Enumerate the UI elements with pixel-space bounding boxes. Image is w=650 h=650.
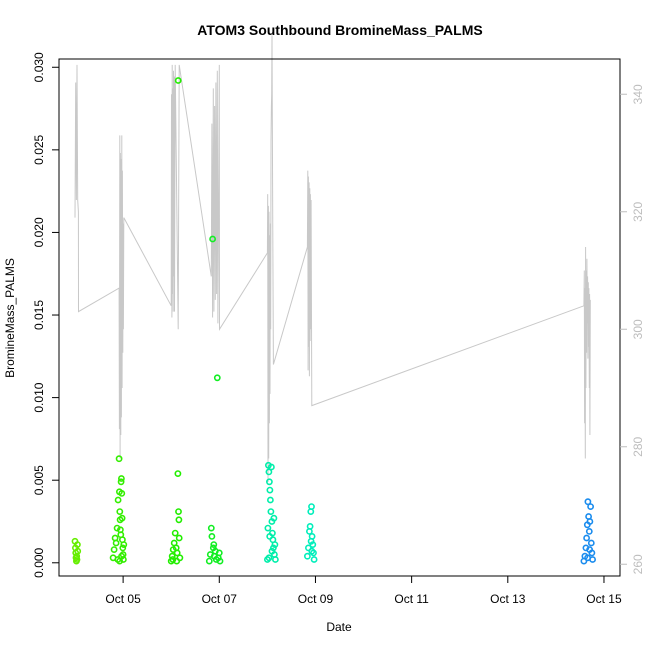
data-point [584, 498, 592, 506]
data-point [267, 508, 275, 515]
y-axis-right: 260 280 300 320 340 [620, 84, 645, 574]
data-point [175, 508, 182, 515]
data-point [110, 546, 118, 553]
data-point [271, 541, 279, 548]
data-point [271, 556, 279, 563]
data-point [117, 478, 125, 486]
data-point [307, 537, 315, 545]
data-point [586, 518, 594, 525]
data-point [585, 528, 593, 535]
data-point [266, 496, 274, 504]
y-axis-label: BromineMass_PALMS [3, 258, 17, 378]
data-point [171, 529, 179, 537]
x-axis: Oct 05 Oct 07 Oct 09 Oct 11 Oct 13 Oct 15 [105, 575, 622, 606]
y-tick-label: 0.010 [32, 382, 46, 412]
data-point [587, 539, 595, 547]
data-point [587, 503, 594, 510]
y-tick-label: 0.005 [32, 465, 46, 495]
data-point [269, 544, 277, 552]
data-point [266, 533, 274, 540]
data-point [173, 557, 181, 565]
data-point [264, 524, 272, 532]
data-point [310, 556, 318, 563]
data-point [306, 523, 314, 530]
data-point [175, 516, 183, 524]
y-tick-label: 0.025 [32, 134, 46, 164]
x-tick-label: Oct 15 [586, 592, 622, 606]
data-point [308, 547, 316, 555]
data-point [175, 534, 183, 542]
data-point [267, 463, 275, 471]
y-tick-label: 0.015 [32, 300, 46, 330]
secondary-line [74, 35, 591, 483]
data-point [119, 544, 127, 552]
chart-title: ATOM3 Southbound BromineMass_PALMS [197, 22, 482, 38]
data-point [74, 547, 82, 555]
x-tick-label: Oct 09 [298, 592, 334, 606]
data-point [308, 503, 315, 510]
data-points-layer [71, 77, 596, 565]
x-tick-label: Oct 05 [105, 592, 141, 606]
data-point [174, 77, 182, 84]
data-point [215, 549, 223, 557]
y2-tick-label: 320 [631, 201, 645, 221]
data-point [584, 554, 591, 562]
y-axis-left: 0.000 0.005 0.010 0.015 0.020 0.025 0.030 [32, 52, 60, 578]
data-point [173, 549, 181, 557]
y-tick-label: 0.020 [32, 217, 46, 247]
data-point [270, 514, 278, 522]
data-point [118, 475, 125, 482]
data-point [73, 556, 81, 563]
x-tick-label: Oct 07 [202, 592, 238, 606]
y2-tick-label: 340 [631, 84, 645, 104]
data-point [309, 541, 317, 548]
data-point [114, 496, 122, 504]
data-point [174, 470, 182, 477]
data-point [265, 478, 273, 486]
data-point [268, 547, 276, 555]
data-point [118, 552, 125, 560]
data-point [112, 539, 120, 547]
data-point [116, 508, 124, 515]
data-point [207, 524, 215, 532]
data-point [303, 552, 311, 560]
data-point [118, 489, 126, 497]
data-point [113, 524, 121, 532]
data-point [120, 541, 128, 548]
data-point [205, 557, 213, 565]
data-point [212, 556, 220, 563]
x-tick-label: Oct 13 [490, 592, 526, 606]
data-point [74, 541, 81, 548]
data-point [586, 546, 593, 553]
plot-frame [58, 58, 621, 577]
data-point [210, 541, 218, 548]
data-point [213, 374, 221, 382]
data-point [209, 235, 216, 243]
x-axis-label: Date [326, 620, 352, 634]
data-point [118, 514, 126, 522]
secondary-line-layer [74, 35, 591, 483]
data-point [115, 455, 123, 463]
y2-tick-label: 300 [631, 319, 645, 339]
data-point [266, 486, 274, 494]
data-point [168, 552, 176, 560]
y2-tick-label: 260 [631, 554, 645, 574]
data-point [208, 533, 216, 540]
x-tick-label: Oct 11 [394, 592, 429, 606]
data-point [583, 534, 590, 542]
y-tick-label: 0.030 [32, 52, 46, 82]
y-tick-label: 0.000 [32, 547, 46, 577]
y2-tick-label: 280 [631, 436, 645, 456]
data-point [265, 554, 273, 562]
